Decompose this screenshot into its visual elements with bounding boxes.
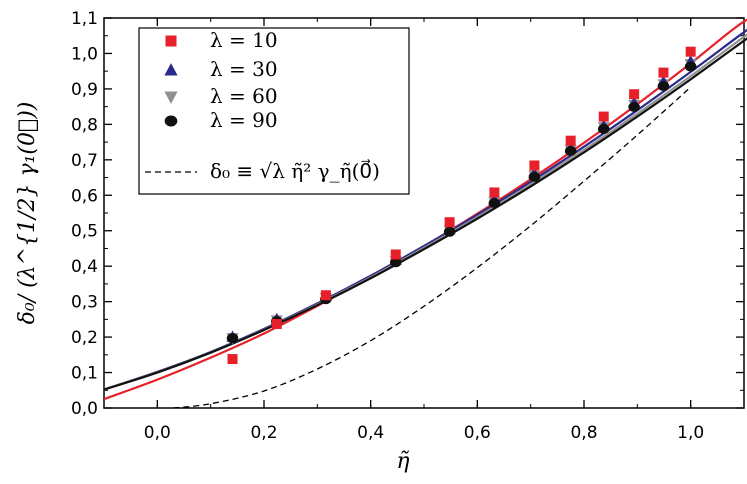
y-tick-label: 0,8	[71, 115, 98, 135]
data-point	[597, 123, 610, 134]
y-tick-label: 1,1	[71, 9, 98, 29]
data-point	[489, 187, 500, 198]
legend-marker	[165, 35, 177, 47]
legend-marker	[164, 63, 178, 76]
y-tick-label: 0,2	[71, 328, 98, 348]
y-tick-label: 0,7	[71, 151, 98, 171]
legend-label: λ = 10	[210, 28, 278, 52]
y-tick-label: 0,6	[71, 186, 98, 206]
reference-curve-layer	[173, 86, 692, 409]
y-tick-label: 0,5	[71, 222, 98, 242]
data-point	[320, 290, 331, 301]
x-tick-label: 0,0	[144, 423, 171, 443]
legend-label: δ₀ ≡ √λ η̃² γ_η̃(0⃗)	[210, 158, 380, 183]
legend: λ = 10 λ = 30 λ = 60λ = 90 δ₀ ≡ √λ η̃² γ_η̃…	[138, 27, 410, 195]
tick-labels: 0,0 0,2 0,4 0,6 0,8 1,0 0,0 0,1 0,2 0,3 0,4 0,5 0,6 0…	[71, 9, 704, 443]
reference-curve	[173, 86, 692, 409]
data-point	[564, 145, 577, 156]
data-point	[598, 111, 609, 122]
data-point	[628, 101, 640, 112]
data-point	[684, 61, 697, 72]
fit-line	[103, 37, 747, 391]
x-tick-label: 0,8	[570, 423, 597, 443]
legend-box	[138, 27, 410, 195]
data-point	[444, 217, 455, 228]
y-tick-label: 0,3	[71, 293, 98, 313]
markers-layer	[226, 46, 697, 365]
data-point	[271, 318, 282, 329]
data-point	[685, 46, 696, 57]
ticks	[103, 17, 745, 409]
x-tick-label: 1,0	[677, 423, 704, 443]
legend-marker	[164, 115, 178, 127]
legend-label: λ = 60	[210, 84, 278, 108]
data-point	[227, 354, 238, 365]
legend-label: λ = 90	[210, 108, 278, 132]
data-point	[658, 67, 669, 78]
data-point	[390, 249, 401, 260]
data-point	[528, 171, 541, 182]
legend-marker	[164, 91, 178, 104]
legend-label: λ = 30	[210, 57, 278, 81]
data-point	[529, 160, 540, 171]
data-point	[389, 257, 402, 268]
data-point	[488, 198, 501, 209]
data-point	[226, 333, 239, 344]
y-tick-label: 1,0	[71, 44, 98, 64]
legend-items: λ = 10 λ = 30 λ = 60λ = 90 δ₀ ≡ √λ η̃² γ_η̃…	[145, 28, 380, 183]
y-axis-title: δ₀/ (λ^{1/2} γ₁(0⃗))	[15, 102, 40, 325]
data-point	[443, 226, 456, 237]
data-point	[565, 135, 576, 146]
x-axis-title: η̃	[396, 449, 409, 474]
x-tick-label: 0,6	[464, 423, 491, 443]
x-tick-label: 0,4	[357, 423, 384, 443]
data-point	[629, 89, 640, 100]
data-point	[657, 81, 670, 92]
y-tick-label: 0,4	[71, 257, 98, 277]
y-tick-label: 0,1	[71, 364, 98, 384]
x-tick-label: 0,2	[250, 423, 277, 443]
y-tick-label: 0,9	[71, 80, 98, 100]
y-tick-label: 0,0	[71, 399, 98, 419]
